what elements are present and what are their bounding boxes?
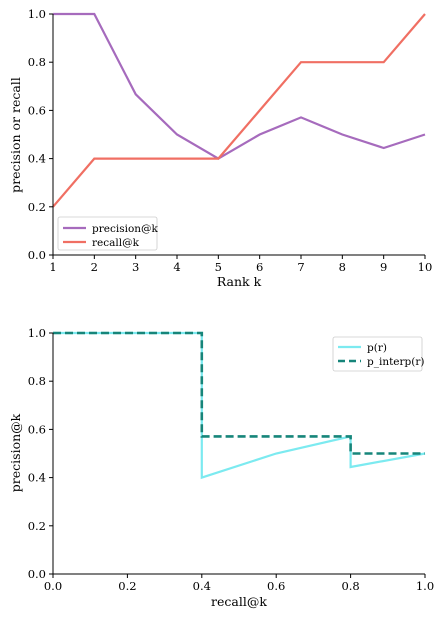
chart2-x-tick-label: 1.0	[416, 579, 434, 593]
chart2-x-axis-title: recall@k	[211, 594, 267, 609]
chart1-x-tick-label: 1	[49, 260, 56, 274]
chart-precision-recall: 0.0 0.2 0.4 0.6 0.8 1.0 0.0 0.2 0.4 0.6 0.8 1.0 rec…	[8, 326, 434, 609]
chart1-x-tick-label: 6	[256, 260, 263, 274]
chart2-y-axis-title: precision@k	[8, 413, 23, 492]
chart2-legend-label-p-interp: p_interp(r)	[367, 356, 424, 368]
chart2-x-tick-label: 0.8	[341, 579, 359, 593]
chart1-x-axis-title: Rank k	[217, 274, 262, 289]
chart1-ticks: 1 2 3 4 5 6 7 8 9 10 0.0 0.2 0.4 0.6 0.8 1.0	[28, 7, 433, 274]
chart2-series-p-interp-r	[53, 331, 425, 455]
chart1-legend: precision@k recall@k	[57, 216, 159, 251]
chart1-y-tick-label: 1.0	[28, 7, 46, 21]
chart1-y-axis-title: precision or recall	[8, 77, 23, 193]
chart1-x-tick-label: 2	[91, 260, 98, 274]
chart1-y-tick-label: 0.0	[28, 248, 46, 262]
chart1-x-tick-label: 5	[215, 260, 222, 274]
chart2-x-tick-label: 0.6	[267, 579, 285, 593]
chart1-series-precision-k	[53, 12, 426, 160]
chart2-legend: p(r) p_interp(r)	[332, 336, 424, 372]
chart1-x-tick-label: 3	[132, 260, 139, 274]
chart1-series-recall-k	[52, 13, 426, 208]
chart1-x-tick-label: 4	[173, 260, 180, 274]
chart1-y-tick-label: 0.6	[28, 103, 46, 117]
chart-rank-k: 1 2 3 4 5 6 7 8 9 10 0.0 0.2 0.4 0.6 0.8 1.0 Rank k pre…	[8, 7, 432, 289]
chart1-x-tick-label: 7	[297, 260, 304, 274]
chart2-series	[53, 331, 426, 480]
chart1-legend-label-precision: precision@k	[92, 223, 159, 235]
chart2-legend-label-p-r: p(r)	[367, 342, 387, 354]
chart2-y-tick-label: 0.4	[28, 471, 46, 485]
chart1-y-tick-label: 0.2	[28, 200, 46, 214]
chart1-y-tick-label: 0.8	[28, 55, 46, 69]
chart1-y-tick-label: 0.4	[28, 152, 46, 166]
chart2-y-tick-label: 0.0	[28, 567, 46, 581]
chart2-x-tick-label: 0.0	[44, 579, 62, 593]
chart2-legend-box	[332, 336, 423, 372]
chart1-legend-label-recall: recall@k	[92, 237, 140, 249]
chart2-x-tick-label: 0.2	[118, 579, 136, 593]
chart1-x-tick-label: 9	[380, 260, 387, 274]
chart1-series	[52, 12, 426, 208]
chart1-x-tick-label: 10	[418, 260, 433, 274]
chart2-y-tick-label: 1.0	[28, 326, 46, 340]
chart2-ticks: 0.0 0.2 0.4 0.6 0.8 1.0 0.0 0.2 0.4 0.6 0.8 1.0	[28, 326, 434, 593]
chart2-y-tick-label: 0.8	[28, 374, 46, 388]
chart2-y-tick-label: 0.2	[28, 519, 46, 533]
chart1-x-tick-label: 8	[339, 260, 346, 274]
chart2-y-tick-label: 0.6	[28, 422, 46, 436]
chart2-x-tick-label: 0.4	[193, 579, 211, 593]
